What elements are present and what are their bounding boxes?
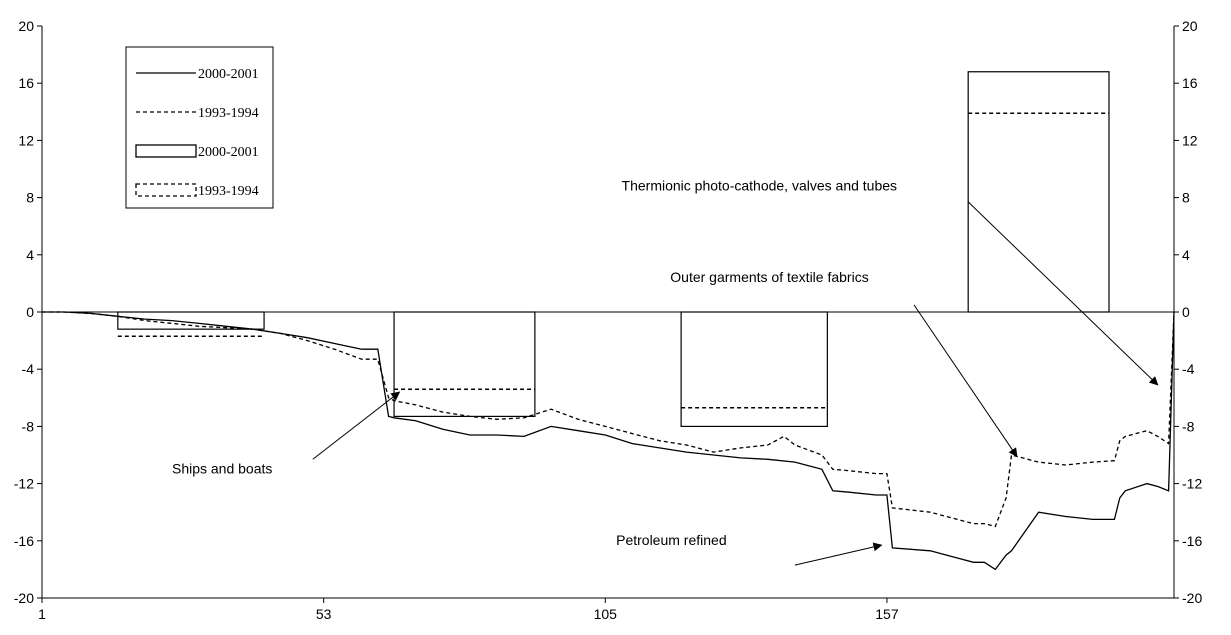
y-tick-label-left: 20	[18, 18, 34, 34]
annotation-label: Outer garments of textile fabrics	[670, 269, 868, 285]
boxes	[117, 71, 1110, 428]
x-tick-label: 105	[594, 606, 618, 622]
y-tick-label-right: 0	[1182, 304, 1190, 320]
y-tick-label-left: 8	[26, 190, 34, 206]
y-tick-label-right: 12	[1182, 132, 1198, 148]
annotation-label: Ships and boats	[172, 461, 272, 477]
y-tick-label-right: -4	[1182, 361, 1195, 377]
y-tick-label-left: 16	[18, 75, 34, 91]
annotation-label: Petroleum refined	[616, 532, 727, 548]
series-line-solid	[42, 311, 1175, 571]
y-tick-label-right: 4	[1182, 247, 1190, 263]
y-tick-label-right: 8	[1182, 190, 1190, 206]
series-line-dashed	[42, 311, 1175, 528]
y-tick-label-left: -16	[14, 533, 34, 549]
y-tick-label-right: 20	[1182, 18, 1198, 34]
legend: 2000-2001 1993-1994 2000-2001 1993-1994	[125, 46, 274, 209]
legend-frame	[125, 46, 274, 209]
legend-symbol-solid-box	[135, 144, 197, 158]
x-tick-label: 1	[38, 606, 46, 622]
legend-symbol-dashed-box	[135, 183, 197, 197]
box-solid	[117, 311, 265, 330]
y-tick-label-left: -4	[22, 361, 35, 377]
y-tick-label-right: 16	[1182, 75, 1198, 91]
y-tick-label-right: -20	[1182, 590, 1202, 606]
y-tick-label-left: -20	[14, 590, 34, 606]
y-tick-label-left: -12	[14, 476, 34, 492]
annotations: Ships and boats Petroleum refined Outer ga…	[172, 177, 1159, 566]
box-solid	[680, 311, 828, 428]
y-tick-label-right: -8	[1182, 418, 1195, 434]
annotation-label: Thermionic photo-cathode, valves and tub…	[622, 177, 898, 193]
x-tick-label: 53	[316, 606, 332, 622]
axes: 20 20 16 16 12 12 8 8 4 4 0 0 -4 -4 -8 -8 -12 -12 -16 -16 -2…	[14, 18, 1203, 622]
legend-label: 1993-1994	[198, 106, 259, 121]
y-tick-label-left: 0	[26, 304, 34, 320]
annotation-arrow	[312, 391, 401, 460]
y-tick-label-right: -16	[1182, 533, 1202, 549]
y-tick-label-left: -8	[22, 418, 35, 434]
series-lines	[42, 311, 1175, 571]
legend-label: 1993-1994	[198, 184, 259, 199]
annotation-arrow	[913, 304, 1018, 458]
y-tick-label-left: 4	[26, 247, 34, 263]
annotation-arrow	[967, 201, 1159, 386]
box-solid	[967, 71, 1110, 313]
legend-label: 2000-2001	[198, 67, 259, 82]
legend-label: 2000-2001	[198, 145, 259, 160]
y-tick-label-left: 12	[18, 132, 34, 148]
box-solid	[393, 311, 536, 417]
annotation-arrow	[794, 542, 883, 566]
x-tick-label: 157	[875, 606, 899, 622]
y-tick-label-right: -12	[1182, 476, 1202, 492]
